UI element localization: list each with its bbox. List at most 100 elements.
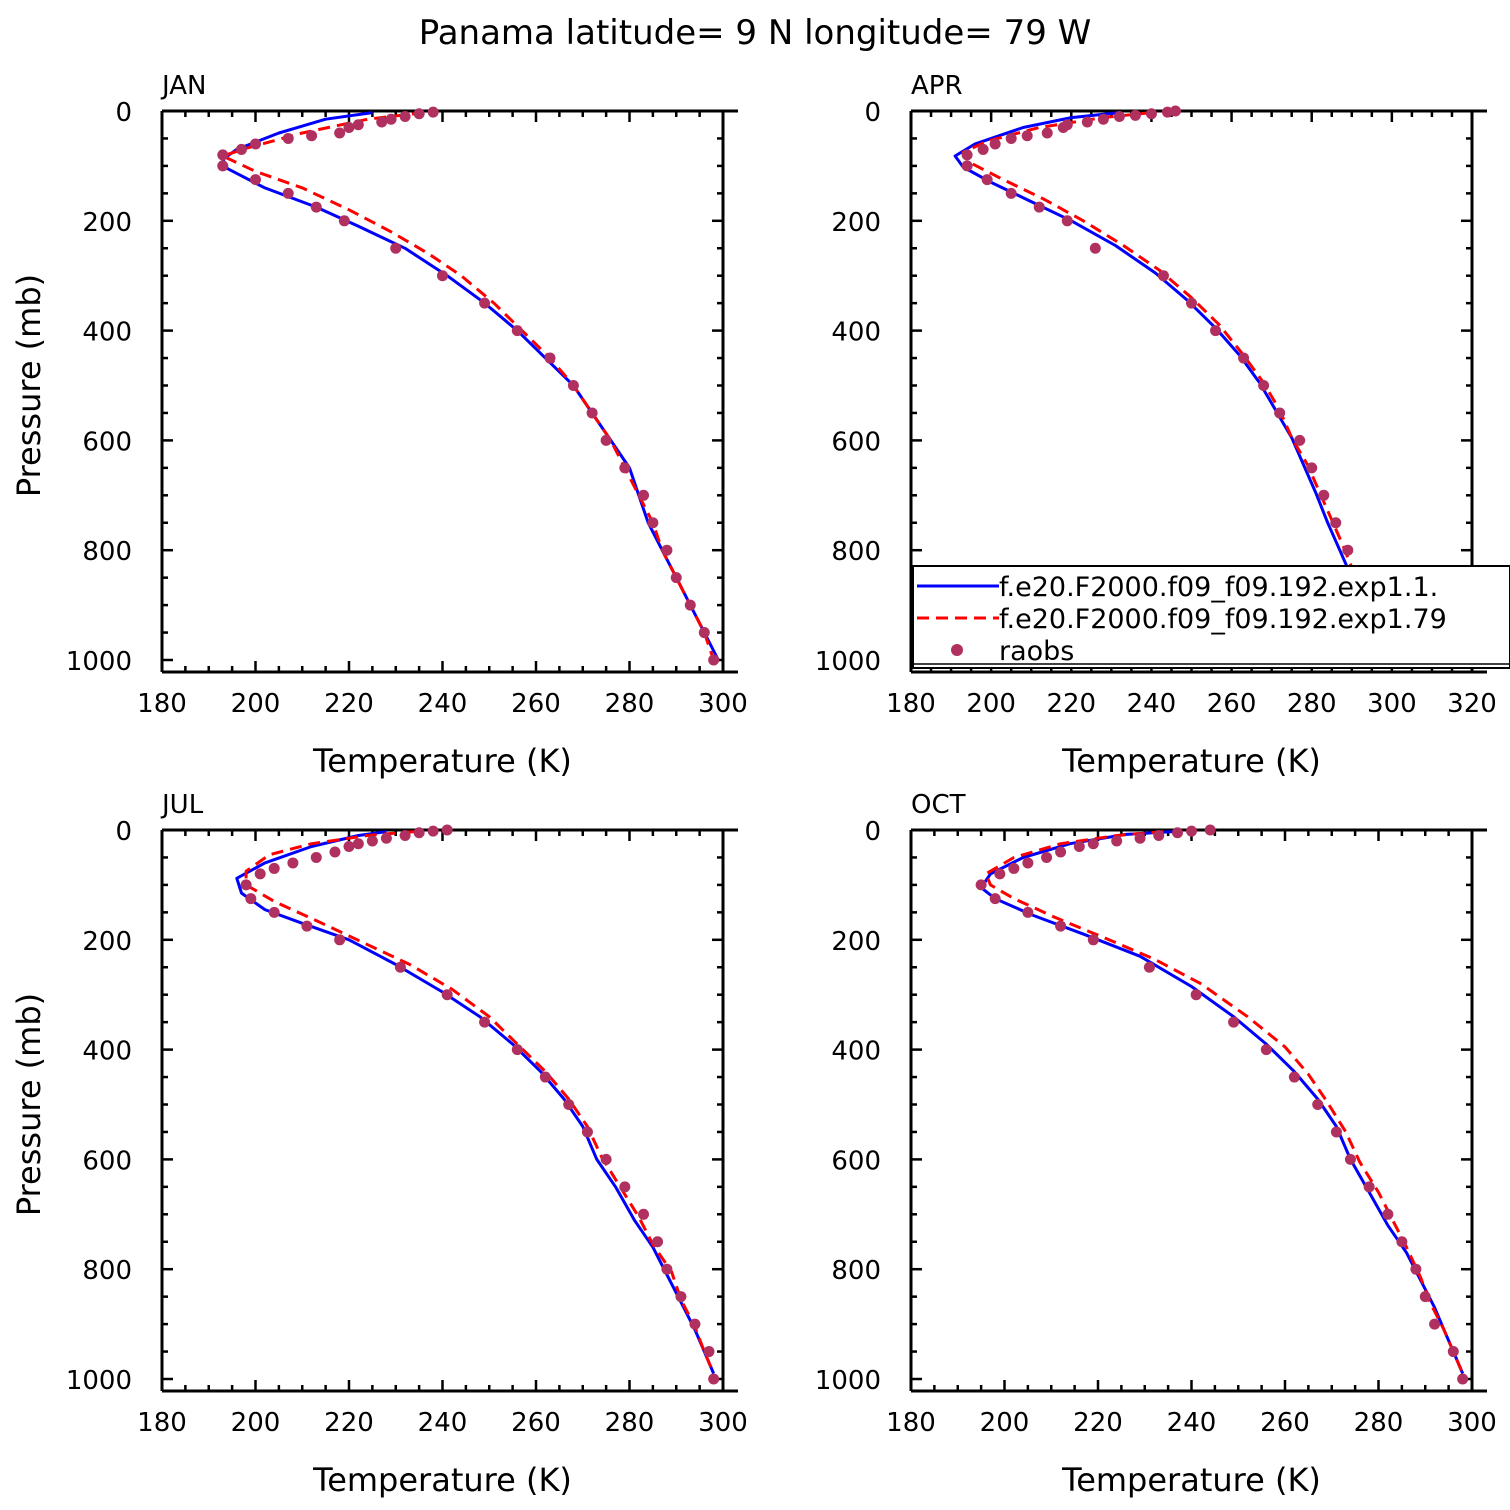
raobs-point [1169, 105, 1181, 117]
raobs-point [1111, 835, 1123, 847]
raobs-point [217, 160, 229, 172]
raobs-point [689, 1318, 701, 1330]
raobs-point [338, 215, 350, 227]
x-axis-title: Temperature (K) [312, 742, 572, 780]
raobs-point [1041, 851, 1053, 863]
raobs-point [563, 1099, 575, 1110]
raobs-point [1089, 242, 1101, 254]
raobs-point [1344, 1153, 1356, 1165]
raobs-point [394, 961, 406, 973]
raobs-point [1145, 108, 1157, 120]
raobs-point [961, 160, 973, 172]
x-tick-label: 260 [1207, 689, 1257, 719]
legend-label: raobs [999, 636, 1074, 667]
raobs-point [638, 1208, 650, 1220]
panel-apr: 180 200 220 240 260 280 300 320 0 200 400 600 800 100… [815, 71, 1497, 780]
y-tick-label: 1000 [66, 647, 132, 677]
raobs-point [1134, 832, 1146, 844]
raobs-point [1419, 1291, 1431, 1303]
raobs-point [698, 627, 710, 639]
x-tick-label: 200 [980, 1408, 1030, 1438]
raobs-point [235, 143, 247, 155]
raobs-point [1033, 201, 1045, 213]
raobs-point [539, 1071, 551, 1083]
raobs-point [1457, 1373, 1469, 1385]
x-tick-label: 300 [1447, 1408, 1497, 1438]
raobs-point [1210, 325, 1222, 337]
y-tick-label: 0 [115, 98, 132, 128]
raobs-point [1073, 840, 1085, 852]
raobs-point [600, 434, 612, 446]
y-axis-title: Pressure (mb) [10, 993, 48, 1216]
raobs-point [544, 352, 556, 364]
raobs-point [1161, 106, 1173, 118]
raobs-point [427, 825, 439, 837]
panel-jul: 180 200 220 240 260 280 300 0 200 400 600 800 1000 JU… [10, 790, 748, 1499]
raobs-point [1057, 121, 1069, 133]
raobs-point [250, 174, 261, 186]
raobs-point [1330, 517, 1342, 529]
panel-label: OCT [911, 790, 966, 820]
raobs-point [1157, 270, 1169, 282]
raobs-point [1363, 1181, 1375, 1193]
raobs-point [511, 325, 523, 337]
raobs-point [1061, 215, 1073, 227]
raobs-point [1294, 434, 1306, 446]
panel-oct: 180 200 220 240 260 280 300 0 200 400 600 800 1000 OC… [815, 790, 1497, 1499]
raobs-point [708, 1373, 720, 1385]
raobs-point [282, 187, 294, 199]
x-tick-label: 180 [137, 689, 187, 719]
x-tick-label: 240 [1167, 1408, 1217, 1438]
panel-label: JAN [160, 71, 206, 101]
raobs-point [1021, 130, 1033, 142]
raobs-point [310, 851, 322, 863]
x-tick-label: 280 [605, 689, 655, 719]
x-tick-label: 280 [1287, 689, 1337, 719]
x-tick-label: 280 [605, 1408, 655, 1438]
x-tick-label: 260 [511, 1408, 561, 1438]
y-tick-label: 200 [82, 208, 132, 238]
raobs-point [586, 407, 598, 419]
x-axis-title: Temperature (K) [1061, 742, 1321, 780]
x-tick-label: 220 [324, 1408, 374, 1438]
raobs-point [1382, 1208, 1394, 1220]
raobs-point [989, 138, 1001, 150]
raobs-point [479, 297, 491, 309]
x-tick-label: 300 [1367, 689, 1417, 719]
x-tick-label: 320 [1447, 689, 1497, 719]
y-tick-label: 1000 [815, 647, 881, 677]
raobs-point [1186, 297, 1197, 309]
y-tick-label: 400 [82, 318, 132, 348]
x-tick-label: 260 [511, 689, 561, 719]
raobs-point [703, 1346, 715, 1358]
x-tick-label: 240 [418, 689, 468, 719]
raobs-point [1008, 862, 1020, 874]
model-dashed-line [221, 111, 716, 661]
panel-label: APR [911, 71, 963, 101]
y-axis-title: Pressure (mb) [10, 274, 48, 497]
y-tick-label: 600 [831, 427, 881, 457]
raobs-point [989, 893, 1001, 905]
raobs-point [380, 832, 392, 844]
raobs-point [1410, 1263, 1422, 1275]
raobs-point [994, 868, 1006, 880]
legend-swatch-raobs [951, 644, 963, 656]
raobs-point [1005, 187, 1017, 199]
raobs-point [287, 857, 299, 869]
x-tick-label: 260 [1260, 1408, 1310, 1438]
raobs-point [376, 116, 388, 128]
y-tick-label: 800 [82, 537, 132, 567]
x-axis-title: Temperature (K) [1061, 1461, 1321, 1499]
raobs-point [310, 201, 322, 213]
raobs-point [581, 1126, 593, 1138]
y-tick-label: 400 [82, 1037, 132, 1067]
raobs-point [684, 599, 696, 611]
raobs-point [1312, 1099, 1324, 1110]
x-tick-label: 180 [137, 1408, 187, 1438]
raobs-point [268, 906, 280, 918]
raobs-point [670, 572, 682, 584]
raobs-point [1258, 380, 1270, 391]
raobs-point [479, 1016, 491, 1028]
raobs-point [1204, 824, 1216, 836]
raobs-point [366, 835, 378, 847]
